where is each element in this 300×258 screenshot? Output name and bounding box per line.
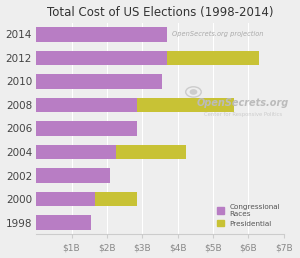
Bar [36,27,167,42]
Text: OpenSecrets.org: OpenSecrets.org [197,98,289,108]
Bar [36,98,137,112]
Bar [36,51,167,65]
Circle shape [190,90,196,94]
Bar [94,192,137,206]
Bar [36,145,116,159]
Bar [137,98,234,112]
Text: OpenSecrets.org projection: OpenSecrets.org projection [172,31,264,37]
Text: Center for Responsive Politics: Center for Responsive Politics [204,112,282,117]
Bar [36,192,94,206]
Bar [36,215,91,230]
Bar [116,145,186,159]
Legend: Congressional
Races, Presidential: Congressional Races, Presidential [214,202,282,229]
Title: Total Cost of US Elections (1998-2014): Total Cost of US Elections (1998-2014) [46,6,273,19]
Bar [36,168,110,183]
Bar [167,51,259,65]
Bar [36,74,162,89]
Bar [36,121,137,136]
